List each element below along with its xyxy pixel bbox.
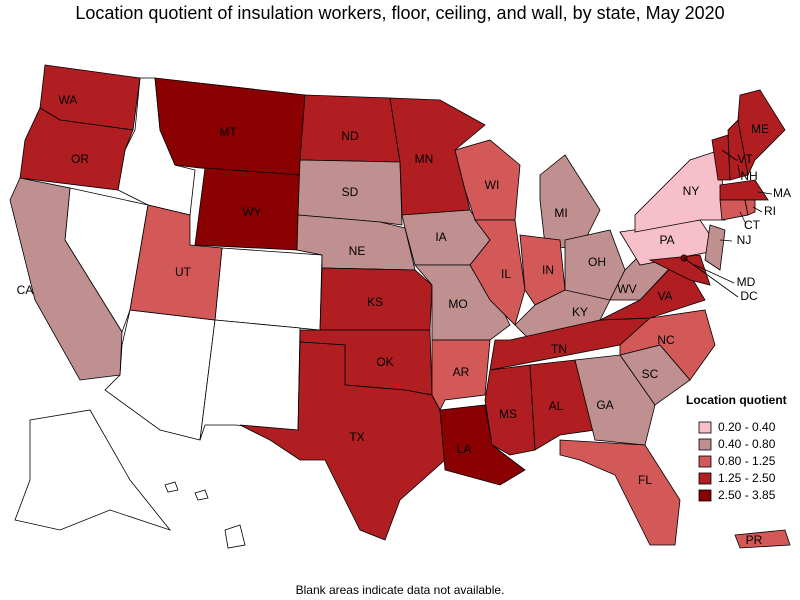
state-label: NJ	[737, 233, 752, 247]
state-region	[297, 159, 403, 226]
state-labels: WA OR CA MT WY UT ND SD NE KS OK TX MN I…	[17, 93, 791, 547]
state-label: KS	[367, 295, 383, 309]
state-label: WY	[242, 205, 261, 219]
state-label: DC	[740, 289, 758, 303]
state-region	[559, 439, 681, 546]
state-blank	[164, 481, 179, 493]
state-region	[239, 341, 446, 541]
state-label: SD	[342, 185, 359, 199]
state-label: PR	[746, 533, 763, 547]
state-region	[574, 354, 656, 446]
state-label: TN	[551, 342, 567, 356]
legend-swatch	[698, 438, 712, 451]
state-region	[719, 179, 769, 201]
state-region	[439, 404, 526, 486]
map-title: Location quotient of insulation workers,…	[75, 3, 724, 23]
legend-label: 0.80 - 1.25	[718, 454, 776, 468]
state-label: MT	[219, 125, 237, 139]
state-label: MD	[737, 275, 756, 289]
state-label: MS	[499, 407, 517, 421]
legend-swatch	[698, 472, 712, 485]
state-label: WV	[617, 282, 636, 296]
states	[9, 64, 791, 549]
state-label: KY	[572, 305, 588, 319]
state-region	[469, 219, 526, 326]
state-region	[129, 204, 223, 321]
state-label: MN	[415, 152, 434, 166]
state-blank	[14, 409, 172, 531]
state-region	[9, 177, 123, 381]
state-blank	[214, 247, 323, 331]
state-label: WI	[485, 178, 500, 192]
state-blank	[194, 489, 209, 501]
state-label: ND	[341, 129, 359, 143]
state-region	[734, 529, 791, 549]
legend-swatch	[698, 489, 712, 502]
state-label: UT	[175, 265, 192, 279]
state-label: MA	[773, 186, 791, 200]
state-label: ME	[751, 122, 769, 136]
state-region	[529, 359, 596, 451]
state-blank	[199, 319, 301, 441]
state-label: OH	[588, 255, 606, 269]
state-label: OK	[376, 355, 393, 369]
state-label: TX	[349, 430, 364, 444]
state-label: OR	[71, 152, 89, 166]
state-label: IA	[435, 230, 446, 244]
state-region	[737, 89, 786, 177]
legend-swatch	[698, 421, 712, 434]
legend: Location quotient 0.20 - 0.40 0.40 - 0.80…	[686, 393, 787, 502]
state-label: RI	[764, 204, 776, 218]
state-label: FL	[638, 473, 652, 487]
state-region	[704, 224, 726, 271]
state-label: CA	[17, 283, 34, 297]
state-label: NC	[657, 333, 675, 347]
state-label: VT	[737, 152, 753, 166]
legend-label: 1.25 - 2.50	[718, 471, 776, 485]
state-label: PA	[659, 233, 674, 247]
legend-label: 0.40 - 0.80	[718, 437, 776, 451]
state-label: MO	[448, 297, 467, 311]
legend-label: 2.50 - 3.85	[718, 488, 776, 502]
state-label: IN	[542, 263, 554, 277]
note: Blank areas indicate data not available.	[296, 583, 505, 597]
state-label: AL	[549, 399, 564, 413]
state-region	[744, 199, 756, 216]
legend-label: 0.20 - 0.40	[718, 420, 776, 434]
state-label: IL	[501, 267, 511, 281]
state-label: GA	[596, 398, 613, 412]
state-region	[634, 149, 726, 233]
state-label: CT	[744, 218, 761, 232]
state-region	[619, 309, 716, 381]
blank-states	[14, 77, 323, 549]
state-blank	[224, 524, 246, 549]
leader-lines	[683, 149, 773, 298]
legend-title: Location quotient	[686, 393, 787, 407]
state-label: WA	[59, 93, 78, 107]
state-label: LA	[457, 442, 472, 456]
state-label: VA	[657, 289, 672, 303]
state-label: NE	[349, 244, 366, 258]
legend-swatch	[698, 455, 712, 468]
state-label: NY	[683, 184, 700, 198]
state-region	[431, 339, 491, 411]
state-label: MI	[554, 206, 567, 220]
state-label: AR	[453, 365, 470, 379]
state-region	[719, 199, 749, 221]
state-label: SC	[642, 367, 659, 381]
state-region	[19, 107, 134, 191]
state-region	[319, 267, 433, 331]
state-label: NH	[740, 169, 757, 183]
